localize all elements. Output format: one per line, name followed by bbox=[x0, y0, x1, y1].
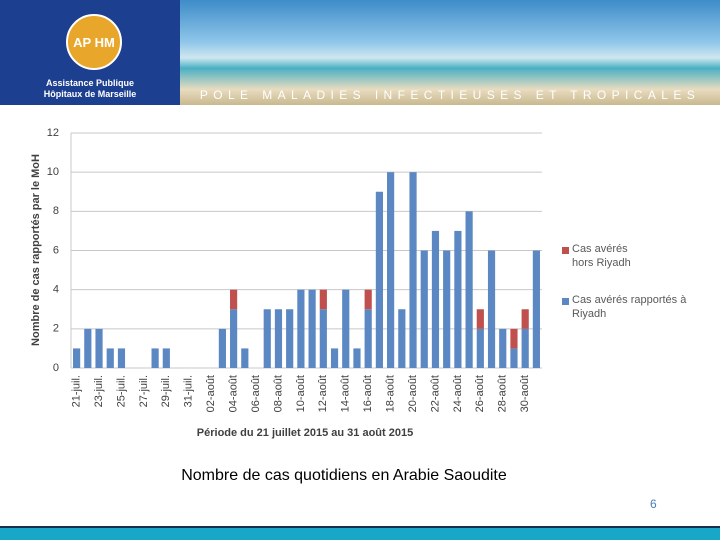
bar-segment bbox=[95, 328, 103, 368]
bar-segment bbox=[330, 348, 339, 368]
footer-bar bbox=[0, 526, 720, 540]
bar-segment bbox=[106, 348, 114, 368]
bar-segment bbox=[521, 328, 529, 368]
y-tick-label: 6 bbox=[53, 244, 59, 256]
x-tick-label: 06-août bbox=[250, 375, 262, 412]
legend-swatch bbox=[562, 247, 569, 254]
x-tick-label: 12-août bbox=[317, 375, 329, 412]
legend-swatch bbox=[562, 298, 569, 305]
bar-segment bbox=[342, 289, 350, 368]
bar-segment bbox=[487, 250, 496, 368]
y-axis-title: Nombre de cas rapportés par le MoH bbox=[30, 154, 42, 346]
x-tick-label: 10-août bbox=[295, 375, 307, 412]
x-tick-label: 04-août bbox=[228, 375, 240, 412]
bar-segment bbox=[465, 211, 473, 368]
bar-segment bbox=[117, 348, 126, 368]
banner-title: POLE MALADIES INFECTIEUSES ET TROPICALES bbox=[199, 88, 701, 102]
header-image bbox=[180, 0, 720, 105]
x-axis-title: Période du 21 juillet 2015 au 31 août 20… bbox=[197, 427, 413, 439]
legend-label: Cas avérés rapportés à Riyadh bbox=[572, 294, 687, 320]
bar-segment bbox=[84, 328, 92, 368]
bar-segment bbox=[364, 289, 372, 310]
bar-segment bbox=[308, 289, 316, 368]
x-tick-label: 24-août bbox=[452, 375, 464, 412]
bar-segment bbox=[420, 250, 428, 368]
bar-segment bbox=[162, 348, 170, 368]
bar-segment bbox=[510, 348, 518, 368]
bar-segment bbox=[375, 191, 383, 368]
bar-segment bbox=[73, 348, 81, 368]
logo: AP HM bbox=[66, 14, 122, 70]
bar-segment bbox=[319, 289, 327, 310]
bar-segment bbox=[274, 309, 283, 368]
bar-segment bbox=[218, 328, 226, 368]
x-tick-label: 25-juil. bbox=[115, 375, 127, 407]
x-tick-label: 21-juil. bbox=[71, 375, 83, 407]
bar-segment bbox=[443, 250, 451, 368]
x-tick-label: 22-août bbox=[429, 375, 441, 412]
y-tick-label: 2 bbox=[53, 323, 59, 335]
bar-segment bbox=[364, 309, 372, 368]
x-tick-label: 31-juil. bbox=[183, 375, 195, 407]
bar-segment bbox=[230, 289, 238, 310]
bar-segment bbox=[353, 348, 361, 368]
x-tick-label: 18-août bbox=[385, 375, 397, 412]
x-tick-label: 23-juil. bbox=[93, 375, 105, 407]
x-tick-label: 14-août bbox=[340, 375, 352, 412]
bar-segment bbox=[241, 348, 249, 368]
x-tick-label: 16-août bbox=[362, 375, 374, 412]
bar-segment bbox=[476, 309, 484, 329]
y-tick-label: 4 bbox=[53, 284, 59, 296]
x-tick-label: 29-juil. bbox=[160, 375, 172, 407]
bar-segment bbox=[286, 309, 294, 368]
page-number: 6 bbox=[650, 497, 657, 511]
bar-segment bbox=[510, 328, 518, 349]
y-tick-label: 0 bbox=[53, 362, 59, 374]
bar-segment bbox=[151, 348, 159, 368]
y-tick-label: 10 bbox=[47, 166, 59, 178]
bar-segment bbox=[431, 230, 440, 368]
x-tick-label: 02-août bbox=[205, 375, 217, 412]
chart: Nombre de cas rapportés par le MoH Pério… bbox=[30, 127, 542, 439]
bar-segment bbox=[521, 309, 529, 329]
bar-segment bbox=[398, 309, 406, 368]
bar-segment bbox=[230, 309, 238, 368]
y-tick-label: 12 bbox=[47, 127, 59, 139]
bar-segment bbox=[319, 309, 327, 368]
bar-segment bbox=[387, 172, 395, 368]
x-tick-label: 28-août bbox=[497, 375, 509, 412]
x-tick-label: 30-août bbox=[519, 375, 531, 412]
bar-segment bbox=[532, 250, 540, 368]
bar-segment bbox=[297, 289, 305, 368]
x-tick-label: 20-août bbox=[407, 375, 419, 412]
caption: Nombre de cas quotidiens en Arabie Saoud… bbox=[181, 467, 507, 484]
x-tick-label: 26-août bbox=[474, 375, 486, 412]
x-tick-label: 27-juil. bbox=[138, 375, 150, 407]
institution-line: Assistance Publique bbox=[45, 78, 135, 88]
bar-segment bbox=[476, 328, 484, 368]
bar-segment bbox=[499, 328, 507, 368]
legend-label: Cas avérés hors Riyadh bbox=[572, 243, 631, 269]
bar-segment bbox=[409, 172, 417, 368]
header-panel: AP HM Assistance Publique Hôpitaux de Ma… bbox=[0, 0, 180, 105]
y-tick-label: 8 bbox=[53, 205, 59, 217]
x-tick-label: 08-août bbox=[272, 375, 284, 412]
institution-line: Hôpitaux de Marseille bbox=[43, 89, 137, 99]
bar-segment bbox=[263, 309, 271, 368]
bar-segment bbox=[454, 230, 462, 368]
